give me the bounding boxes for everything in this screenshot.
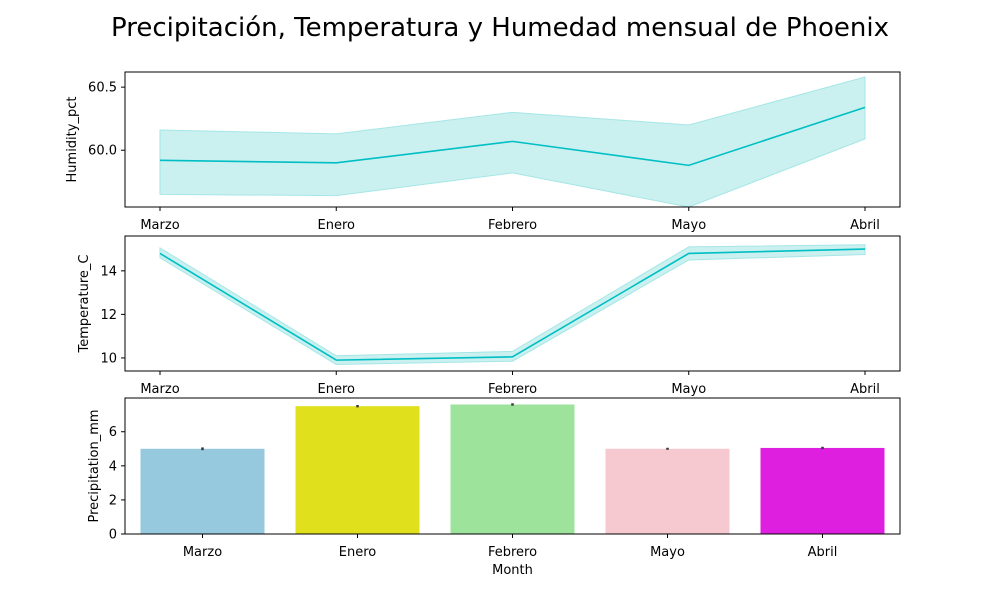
x-tick-label: Febrero xyxy=(488,218,537,233)
series-line xyxy=(159,248,866,361)
y-axis-label: Temperature_C xyxy=(77,255,92,354)
y-axis-label: Humidity_pct xyxy=(65,97,80,183)
x-tick-label: Mayo xyxy=(650,545,685,560)
x-tick-label: Febrero xyxy=(488,545,537,560)
bar xyxy=(450,404,575,534)
temperature-panel: Marzo Enero Febrero Mayo Abril 10 12 14 Temperat… xyxy=(77,235,901,397)
x-tick-label: Abril xyxy=(850,218,880,233)
x-tick-label: Marzo xyxy=(140,218,179,233)
x-tick-label: Abril xyxy=(808,545,838,560)
y-tick-label: 12 xyxy=(100,308,117,323)
x-tick-label: Enero xyxy=(318,382,356,397)
y-tick-label: 14 xyxy=(100,264,117,279)
bar xyxy=(605,448,730,534)
x-tick-label: Enero xyxy=(339,545,377,560)
x-tick-label: Febrero xyxy=(488,382,537,397)
x-tick-label: Mayo xyxy=(671,382,706,397)
y-tick-label: 60.5 xyxy=(88,81,117,96)
x-tick-label: Enero xyxy=(318,218,356,233)
bar xyxy=(295,406,420,534)
precipitation-panel: Marzo Enero Febrero Mayo Abril 0 2 4 6 Precipitat… xyxy=(87,397,901,578)
y-tick-label: 2 xyxy=(109,493,117,508)
x-tick-label: Marzo xyxy=(183,545,222,560)
y-tick-label: 4 xyxy=(109,459,117,474)
bar xyxy=(760,447,885,534)
y-axis-label: Precipitation_mm xyxy=(87,409,102,522)
bar xyxy=(140,448,265,534)
x-axis-label: Month xyxy=(492,563,533,578)
x-tick-label: Mayo xyxy=(671,218,706,233)
humidity-panel: Marzo Enero Febrero Mayo Abril 60.0 60.5 Humidi… xyxy=(65,71,901,233)
x-tick-label: Marzo xyxy=(140,382,179,397)
y-tick-label: 6 xyxy=(109,425,117,440)
confidence-band xyxy=(159,244,866,365)
y-tick-label: 0 xyxy=(109,528,117,543)
y-tick-label: 60.0 xyxy=(88,144,117,159)
x-tick-label: Abril xyxy=(850,382,880,397)
y-tick-label: 10 xyxy=(100,351,117,366)
figure-title: Precipitación, Temperatura y Humedad men… xyxy=(111,13,889,43)
